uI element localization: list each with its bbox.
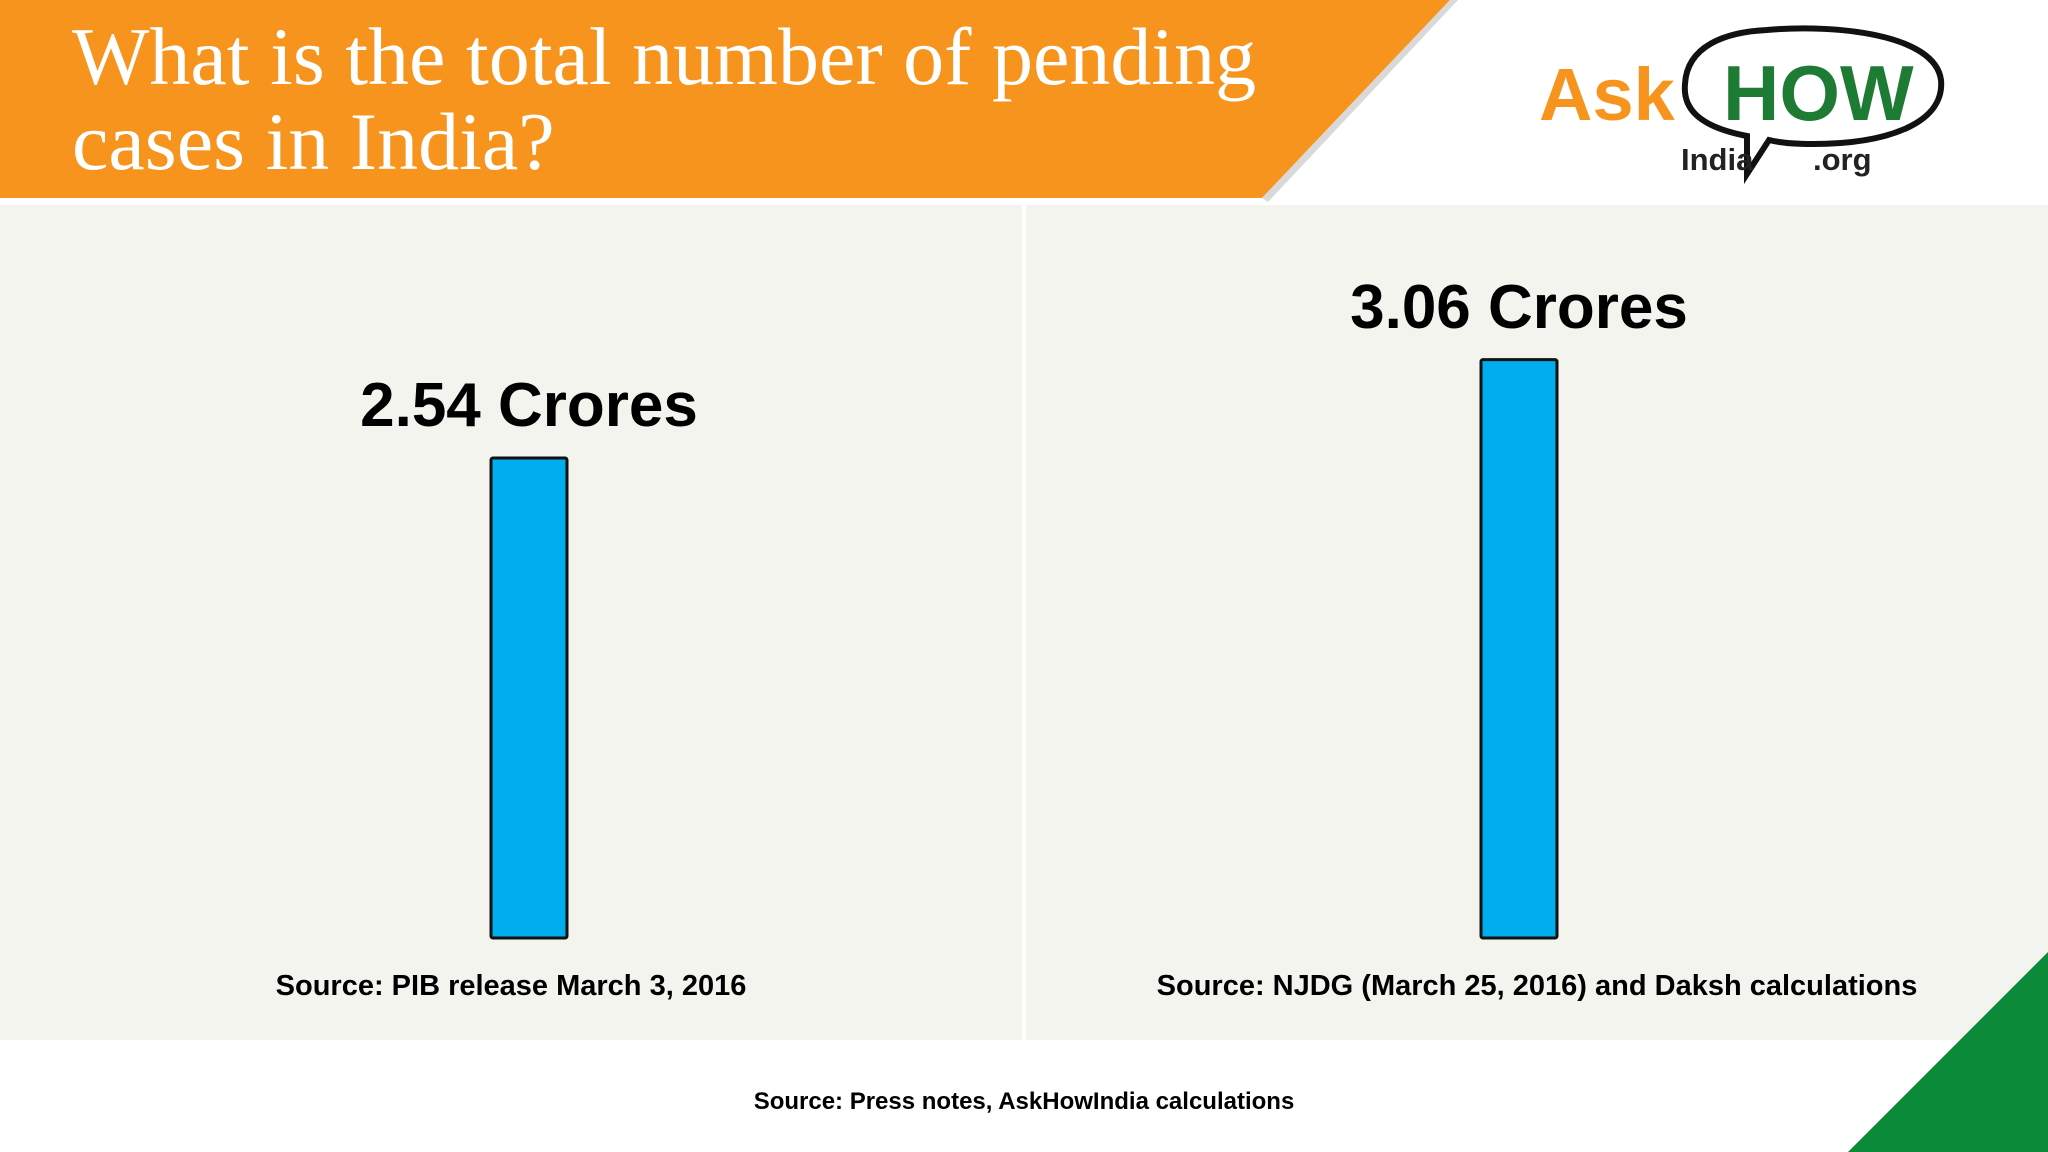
banner-shape bbox=[0, 0, 1458, 202]
bar-chart-njdg bbox=[1479, 358, 1559, 940]
bar-chart-pib bbox=[489, 456, 569, 940]
bar-njdg bbox=[1479, 358, 1559, 940]
speech-bubble-icon bbox=[1681, 25, 1945, 185]
logo-india-text: India bbox=[1681, 142, 1754, 177]
logo-how-text: HOW bbox=[1723, 49, 1914, 137]
footer-source: Source: Press notes, AskHowIndia calcula… bbox=[753, 1088, 1295, 1115]
banner-background bbox=[0, 0, 1450, 198]
source-pib: Source: PIB release March 3, 2016 bbox=[275, 970, 747, 1002]
page-title: What is the total number of pending case… bbox=[72, 11, 1257, 187]
title-banner bbox=[0, 0, 1460, 205]
chart-panel-pib: 2.54 Crores Source: PIB release March 3,… bbox=[0, 205, 1022, 1040]
data-label-njdg: 3.06 Crores bbox=[1350, 272, 1688, 342]
bar-pib bbox=[489, 456, 569, 940]
corner-accent bbox=[1848, 952, 2048, 1152]
data-label-pib: 2.54 Crores bbox=[360, 370, 698, 440]
source-njdg: Source: NJDG (March 25, 2016) and Daksh … bbox=[1156, 970, 1918, 1002]
logo-org-text: .org bbox=[1813, 142, 1872, 177]
askhowindia-logo: Ask HOW India .org bbox=[1535, 18, 1947, 188]
logo-ask-text: Ask bbox=[1539, 53, 1676, 136]
banner-shadow bbox=[1262, 0, 1458, 202]
chart-panel-njdg: 3.06 Crores Source: NJDG (March 25, 2016… bbox=[1026, 205, 2048, 1040]
